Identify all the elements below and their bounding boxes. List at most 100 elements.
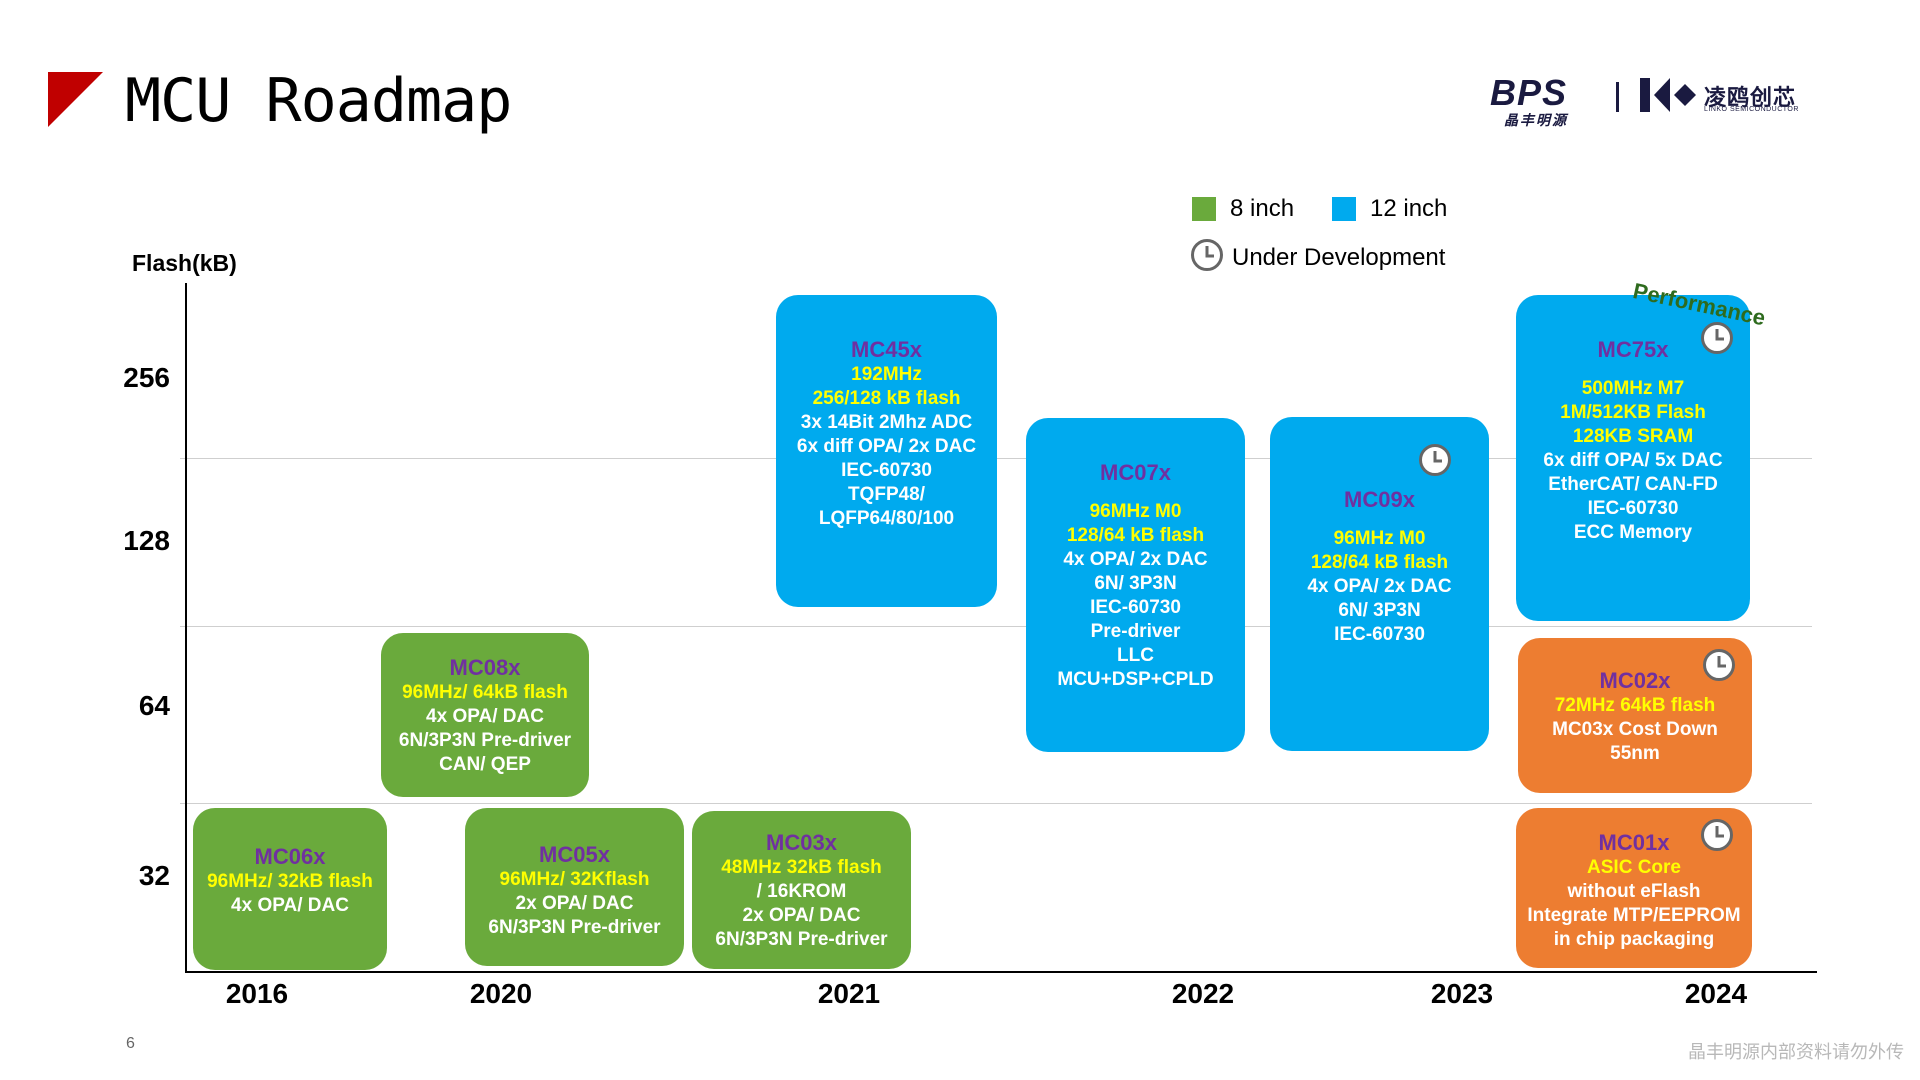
mc06x-name: MC06x xyxy=(254,844,326,869)
mc01x-name: MC01x xyxy=(1598,830,1670,855)
mc09x-name: MC09x xyxy=(1344,487,1415,512)
linko-logo-mark xyxy=(1640,78,1696,112)
mc75x-spec-highlight: 500MHz M7 xyxy=(1581,378,1685,399)
mc01x-spec-highlight: ASIC Core xyxy=(1587,857,1681,878)
mc45x-spec: LQFP64/80/100 xyxy=(818,508,955,529)
mc02x-spec: 55nm xyxy=(1610,743,1660,764)
mc06x-spec: 4x OPA/ DAC xyxy=(231,895,349,916)
mc75x-spec: IEC-60730 xyxy=(1587,498,1679,519)
clock-icon xyxy=(1701,819,1733,851)
logo-divider xyxy=(1616,82,1619,112)
mc09x-spec: 4x OPA/ 2x DAC xyxy=(1307,576,1452,597)
mc09x-spec: 6N/ 3P3N xyxy=(1338,600,1421,621)
mc02x-box: MC02x 72MHz 64kB flash MC03x Cost Down 5… xyxy=(1518,638,1752,793)
x-tick-label: 2022 xyxy=(1171,978,1235,1009)
y-tick-label: 64 xyxy=(138,690,170,721)
x-tick-label: 2016 xyxy=(225,978,289,1009)
mc02x-name: MC02x xyxy=(1599,668,1671,693)
clock-icon xyxy=(1191,239,1223,271)
mc03x-box: MC03x 48MHz 32kB flash / 16KROM 2x OPA/ … xyxy=(692,811,911,969)
page-number: 6 xyxy=(126,1035,135,1052)
mc08x-spec: 4x OPA/ DAC xyxy=(426,706,544,727)
mc07x-box: MC07x 96MHz M0 128/64 kB flash 4x OPA/ 2… xyxy=(1026,418,1245,752)
legend-12inch-swatch xyxy=(1332,197,1356,221)
mc45x-spec: IEC-60730 xyxy=(841,460,932,481)
red-triangle-logo-mark xyxy=(48,72,103,127)
mc02x-spec: MC03x Cost Down xyxy=(1552,719,1718,740)
y-axis-label: Flash(kB) xyxy=(132,250,237,276)
mc03x-spec-highlight: 48MHz 32kB flash xyxy=(721,857,882,878)
mc05x-spec: 2x OPA/ DAC xyxy=(515,893,634,914)
mc45x-spec-highlight: 256/128 kB flash xyxy=(812,388,961,409)
clock-icon xyxy=(1701,322,1733,354)
mc01x-spec: Integrate MTP/EEPROM xyxy=(1527,905,1741,926)
mc05x-spec-highlight: 96MHz/ 32Kflash xyxy=(499,869,650,890)
mc75x-name: MC75x xyxy=(1597,337,1669,362)
y-tick-label: 128 xyxy=(123,525,170,556)
mc07x-spec: MCU+DSP+CPLD xyxy=(1057,669,1214,690)
mc05x-spec: 6N/3P3N Pre-driver xyxy=(488,917,661,938)
linko-logo-subtitle: LINKO SEMICONDUCTOR xyxy=(1704,106,1799,113)
legend-dev-label: Under Development xyxy=(1232,244,1446,271)
mc07x-spec-highlight: 96MHz M0 xyxy=(1089,501,1182,522)
mc07x-spec: LLC xyxy=(1117,645,1154,666)
mc07x-spec: 4x OPA/ 2x DAC xyxy=(1063,549,1208,570)
mc08x-spec: CAN/ QEP xyxy=(439,754,531,775)
clock-icon xyxy=(1703,649,1735,681)
mc45x-spec-highlight: 192MHz xyxy=(851,364,922,385)
y-tick-label: 256 xyxy=(123,362,170,393)
mc75x-spec-highlight: 1M/512KB Flash xyxy=(1560,402,1706,423)
mc07x-spec-highlight: 128/64 kB flash xyxy=(1066,525,1205,546)
mc05x-box: MC05x 96MHz/ 32Kflash 2x OPA/ DAC 6N/3P3… xyxy=(465,808,684,966)
x-tick-label: 2023 xyxy=(1430,978,1494,1009)
mc07x-spec: Pre-driver xyxy=(1090,621,1181,642)
linko-logo-name: 凌鸥创芯 xyxy=(1704,85,1797,110)
mc07x-spec: IEC-60730 xyxy=(1090,597,1181,618)
x-tick-label: 2021 xyxy=(817,978,881,1009)
bps-logo-subtitle: 晶丰明源 xyxy=(1504,112,1568,128)
x-tick-label: 2024 xyxy=(1684,978,1748,1009)
mc06x-box: MC06x 96MHz/ 32kB flash 4x OPA/ DAC xyxy=(193,808,387,970)
gridline xyxy=(180,626,1812,627)
mc07x-name: MC07x xyxy=(1100,460,1171,485)
confidential-note: 晶丰明源内部资料请勿外传 xyxy=(1688,1042,1904,1062)
clock-icon xyxy=(1419,444,1451,476)
y-tick-label: 32 xyxy=(138,860,170,891)
mc01x-spec: in chip packaging xyxy=(1553,929,1715,950)
mc45x-spec: 6x diff OPA/ 2x DAC xyxy=(796,436,977,457)
mc45x-spec: TQFP48/ xyxy=(847,484,926,505)
page-title: MCU Roadmap xyxy=(125,66,512,136)
mc75x-spec: 6x diff OPA/ 5x DAC xyxy=(1543,450,1723,471)
mc03x-spec: 6N/3P3N Pre-driver xyxy=(715,929,888,950)
mc03x-name: MC03x xyxy=(766,830,837,855)
mc05x-name: MC05x xyxy=(539,842,610,867)
legend-8inch-swatch xyxy=(1192,197,1216,221)
mc08x-box: MC08x 96MHz/ 64kB flash 4x OPA/ DAC 6N/3… xyxy=(381,633,589,797)
mc09x-spec: IEC-60730 xyxy=(1334,624,1425,645)
x-axis-line xyxy=(185,971,1817,973)
mc03x-spec: 2x OPA/ DAC xyxy=(742,905,861,926)
mc45x-spec: 3x 14Bit 2Mhz ADC xyxy=(800,412,973,433)
mc09x-spec-highlight: 96MHz M0 xyxy=(1333,528,1426,549)
bps-logo: BPS xyxy=(1490,72,1568,113)
company-logos: BPS 晶丰明源 凌鸥创芯 LINKO SEMICONDUCTOR xyxy=(1490,70,1810,130)
mc01x-spec: without eFlash xyxy=(1567,881,1701,902)
mc75x-box: MC75x 500MHz M7 1M/512KB Flash 128KB SRA… xyxy=(1516,295,1750,621)
mc75x-spec: ECC Memory xyxy=(1573,522,1693,543)
mc01x-box: MC01x ASIC Core without eFlash Integrate… xyxy=(1516,808,1752,968)
legend-12inch-label: 12 inch xyxy=(1370,195,1448,222)
y-axis-line xyxy=(185,283,187,973)
mc08x-name: MC08x xyxy=(449,655,521,680)
mc02x-spec-highlight: 72MHz 64kB flash xyxy=(1554,695,1716,716)
mc09x-spec-highlight: 128/64 kB flash xyxy=(1310,552,1449,573)
mc75x-spec-highlight: 128KB SRAM xyxy=(1572,426,1694,447)
mc08x-spec-highlight: 96MHz/ 64kB flash xyxy=(402,682,568,703)
mc08x-spec: 6N/3P3N Pre-driver xyxy=(398,730,572,751)
mc09x-box: MC09x 96MHz M0 128/64 kB flash 4x OPA/ 2… xyxy=(1270,417,1489,751)
mc03x-spec: / 16KROM xyxy=(756,881,847,902)
legend-8inch-label: 8 inch xyxy=(1230,195,1295,222)
gridline xyxy=(180,803,1812,804)
mc45x-box: MC45x 192MHz 256/128 kB flash 3x 14Bit 2… xyxy=(776,295,997,607)
mc07x-spec: 6N/ 3P3N xyxy=(1094,573,1177,594)
x-tick-label: 2020 xyxy=(469,978,533,1009)
